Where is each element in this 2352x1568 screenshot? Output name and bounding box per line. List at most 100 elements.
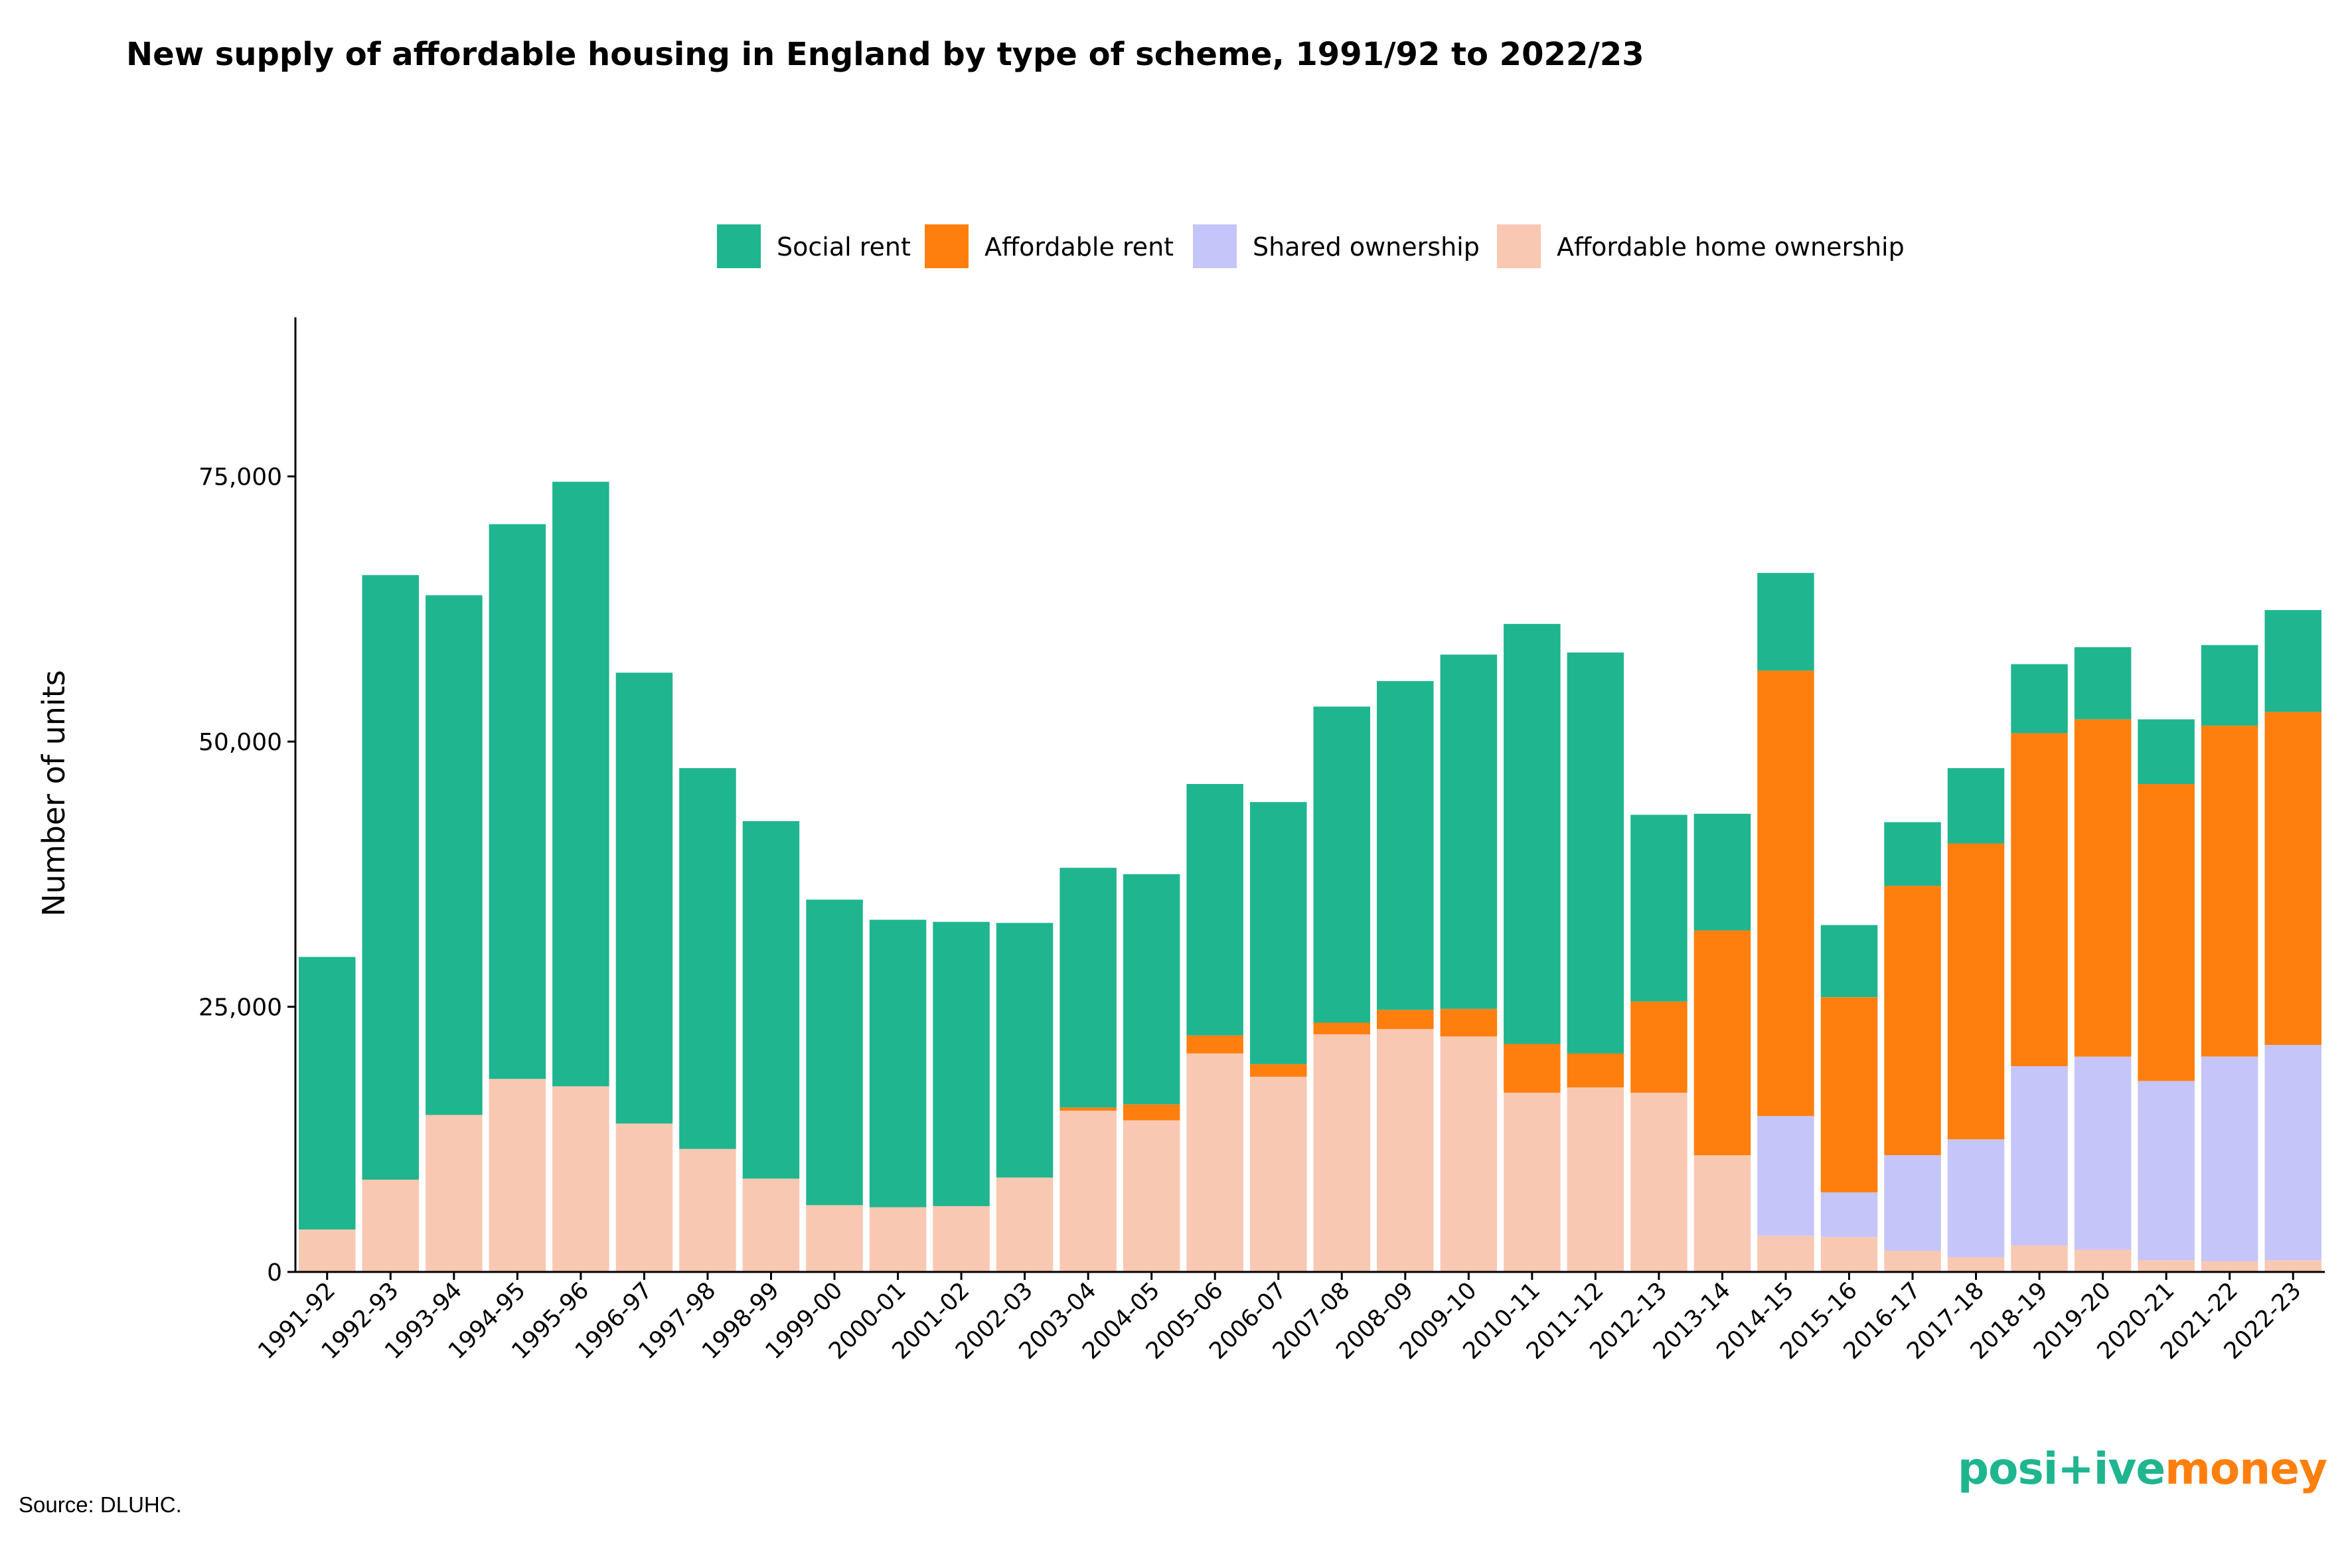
bar-social-rent-1993-94 [426, 595, 483, 1115]
bar-affordable-rent-2013-14 [1693, 930, 1751, 1156]
legend-label-affordable-rent: Affordable rent [984, 232, 1174, 262]
bar-affordable-rent-2021-22 [2201, 726, 2258, 1057]
x-ticks: 1991-921992-931993-941994-951995-961996-… [253, 1272, 2307, 1365]
bar-affordable-home-ownership-2017-18 [1947, 1257, 2005, 1272]
bar-social-rent-2001-02 [933, 921, 990, 1206]
bar-affordable-home-ownership-2011-12 [1567, 1087, 1624, 1272]
bar-affordable-rent-2008-09 [1377, 1010, 1434, 1030]
bar-shared-ownership-2022-23 [2264, 1045, 2321, 1261]
bar-affordable-rent-2004-05 [1123, 1104, 1180, 1121]
bar-affordable-home-ownership-2008-09 [1377, 1029, 1434, 1272]
bar-social-rent-2022-23 [2264, 610, 2321, 712]
bar-affordable-home-ownership-1998-99 [742, 1178, 800, 1272]
bar-affordable-home-ownership-2002-03 [996, 1177, 1054, 1272]
bar-affordable-rent-2005-06 [1186, 1035, 1243, 1054]
bar-affordable-home-ownership-1999-00 [806, 1205, 863, 1272]
bar-social-rent-2005-06 [1186, 784, 1243, 1036]
bar-affordable-rent-2015-16 [1820, 997, 1878, 1193]
bar-social-rent-2021-22 [2201, 645, 2258, 726]
bar-affordable-home-ownership-1993-94 [426, 1115, 483, 1272]
bar-social-rent-2013-14 [1693, 813, 1751, 931]
bar-affordable-home-ownership-2019-20 [2074, 1249, 2132, 1272]
bar-affordable-home-ownership-2010-11 [1504, 1093, 1561, 1272]
bar-social-rent-1999-00 [806, 900, 863, 1206]
bar-social-rent-2000-01 [869, 919, 927, 1208]
bar-affordable-home-ownership-1995-96 [552, 1086, 609, 1272]
bar-social-rent-2003-04 [1059, 868, 1117, 1108]
bar-affordable-home-ownership-2006-07 [1250, 1077, 1307, 1272]
bar-affordable-home-ownership-1997-98 [679, 1148, 736, 1272]
bar-affordable-rent-2011-12 [1567, 1053, 1624, 1087]
y-axis-label: Number of units [36, 670, 72, 916]
bar-social-rent-2008-09 [1377, 681, 1434, 1010]
bar-social-rent-2009-10 [1440, 655, 1498, 1009]
bar-social-rent-2006-07 [1250, 802, 1307, 1064]
bar-affordable-rent-2003-04 [1059, 1107, 1117, 1111]
logo-part-1: posi [1958, 1443, 2058, 1494]
bar-affordable-rent-2006-07 [1250, 1063, 1307, 1077]
y-tick-label: 0 [267, 1259, 282, 1287]
bar-social-rent-2012-13 [1630, 815, 1687, 1002]
bar-shared-ownership-2014-15 [1757, 1116, 1814, 1236]
bar-social-rent-1992-93 [362, 575, 419, 1180]
bar-social-rent-2007-08 [1313, 706, 1370, 1023]
bar-social-rent-2004-05 [1123, 874, 1180, 1105]
legend-swatch-social-rent [717, 224, 761, 268]
bar-affordable-rent-2022-23 [2264, 712, 2321, 1046]
bar-affordable-rent-2012-13 [1630, 1001, 1687, 1093]
legend-swatch-shared-ownership [1193, 224, 1237, 268]
bar-shared-ownership-2019-20 [2074, 1056, 2132, 1250]
source-note: Source: DLUHC. [19, 1492, 182, 1517]
bar-social-rent-1995-96 [552, 481, 609, 1087]
bar-social-rent-2014-15 [1757, 573, 1814, 671]
bar-social-rent-2002-03 [996, 923, 1054, 1178]
bar-social-rent-1994-95 [489, 524, 546, 1079]
bar-shared-ownership-2020-21 [2138, 1081, 2195, 1261]
bar-affordable-home-ownership-2007-08 [1313, 1034, 1370, 1272]
bar-affordable-rent-2010-11 [1504, 1044, 1561, 1093]
bar-affordable-rent-2014-15 [1757, 670, 1814, 1117]
axes [294, 317, 2325, 1273]
legend-label-social-rent: Social rent [777, 232, 911, 262]
bar-shared-ownership-2018-19 [2011, 1066, 2068, 1245]
bar-affordable-home-ownership-2001-02 [933, 1206, 990, 1272]
bar-affordable-home-ownership-2012-13 [1630, 1093, 1687, 1272]
bar-social-rent-2010-11 [1504, 623, 1561, 1044]
bar-affordable-home-ownership-2004-05 [1123, 1120, 1180, 1272]
bar-affordable-home-ownership-2021-22 [2201, 1261, 2258, 1272]
bar-affordable-rent-2009-10 [1440, 1008, 1498, 1037]
bar-shared-ownership-2016-17 [1884, 1155, 1941, 1251]
chart-title: New supply of affordable housing in Engl… [126, 36, 1644, 73]
y-ticks: 0 25,000 50,000 75,000 [198, 464, 295, 1287]
y-tick-label: 25,000 [198, 994, 282, 1022]
bar-affordable-home-ownership-2015-16 [1820, 1237, 1878, 1272]
legend-swatch-affordable-rent [925, 224, 969, 268]
y-tick-label: 75,000 [198, 464, 282, 491]
bar-affordable-home-ownership-2020-21 [2138, 1260, 2195, 1272]
bar-social-rent-2019-20 [2074, 647, 2132, 720]
bar-affordable-home-ownership-2000-01 [869, 1207, 927, 1272]
bar-affordable-home-ownership-1991-92 [299, 1229, 356, 1272]
bar-affordable-home-ownership-2013-14 [1693, 1155, 1751, 1272]
bar-affordable-rent-2019-20 [2074, 719, 2132, 1057]
bar-social-rent-2016-17 [1884, 822, 1941, 886]
legend-label-shared-ownership: Shared ownership [1253, 232, 1480, 262]
bar-affordable-home-ownership-2003-04 [1059, 1111, 1117, 1272]
bar-affordable-home-ownership-2014-15 [1757, 1235, 1814, 1272]
bar-social-rent-2018-19 [2011, 664, 2068, 734]
bar-shared-ownership-2021-22 [2201, 1056, 2258, 1262]
bar-social-rent-1996-97 [615, 672, 673, 1124]
bar-affordable-home-ownership-2022-23 [2264, 1260, 2321, 1272]
logo-part-3: money [2165, 1443, 2327, 1494]
bar-affordable-home-ownership-1996-97 [615, 1123, 673, 1272]
bar-affordable-home-ownership-2018-19 [2011, 1245, 2068, 1272]
legend-swatch-affordable-home-ownership [1497, 224, 1541, 268]
bar-social-rent-2015-16 [1820, 925, 1878, 998]
bar-affordable-home-ownership-2016-17 [1884, 1251, 1941, 1272]
bar-affordable-home-ownership-2009-10 [1440, 1036, 1498, 1272]
bar-social-rent-2011-12 [1567, 652, 1624, 1054]
positive-money-logo: posi+ivemoney [1958, 1443, 2327, 1494]
bar-affordable-rent-2016-17 [1884, 886, 1941, 1156]
bar-affordable-home-ownership-2005-06 [1186, 1053, 1243, 1272]
